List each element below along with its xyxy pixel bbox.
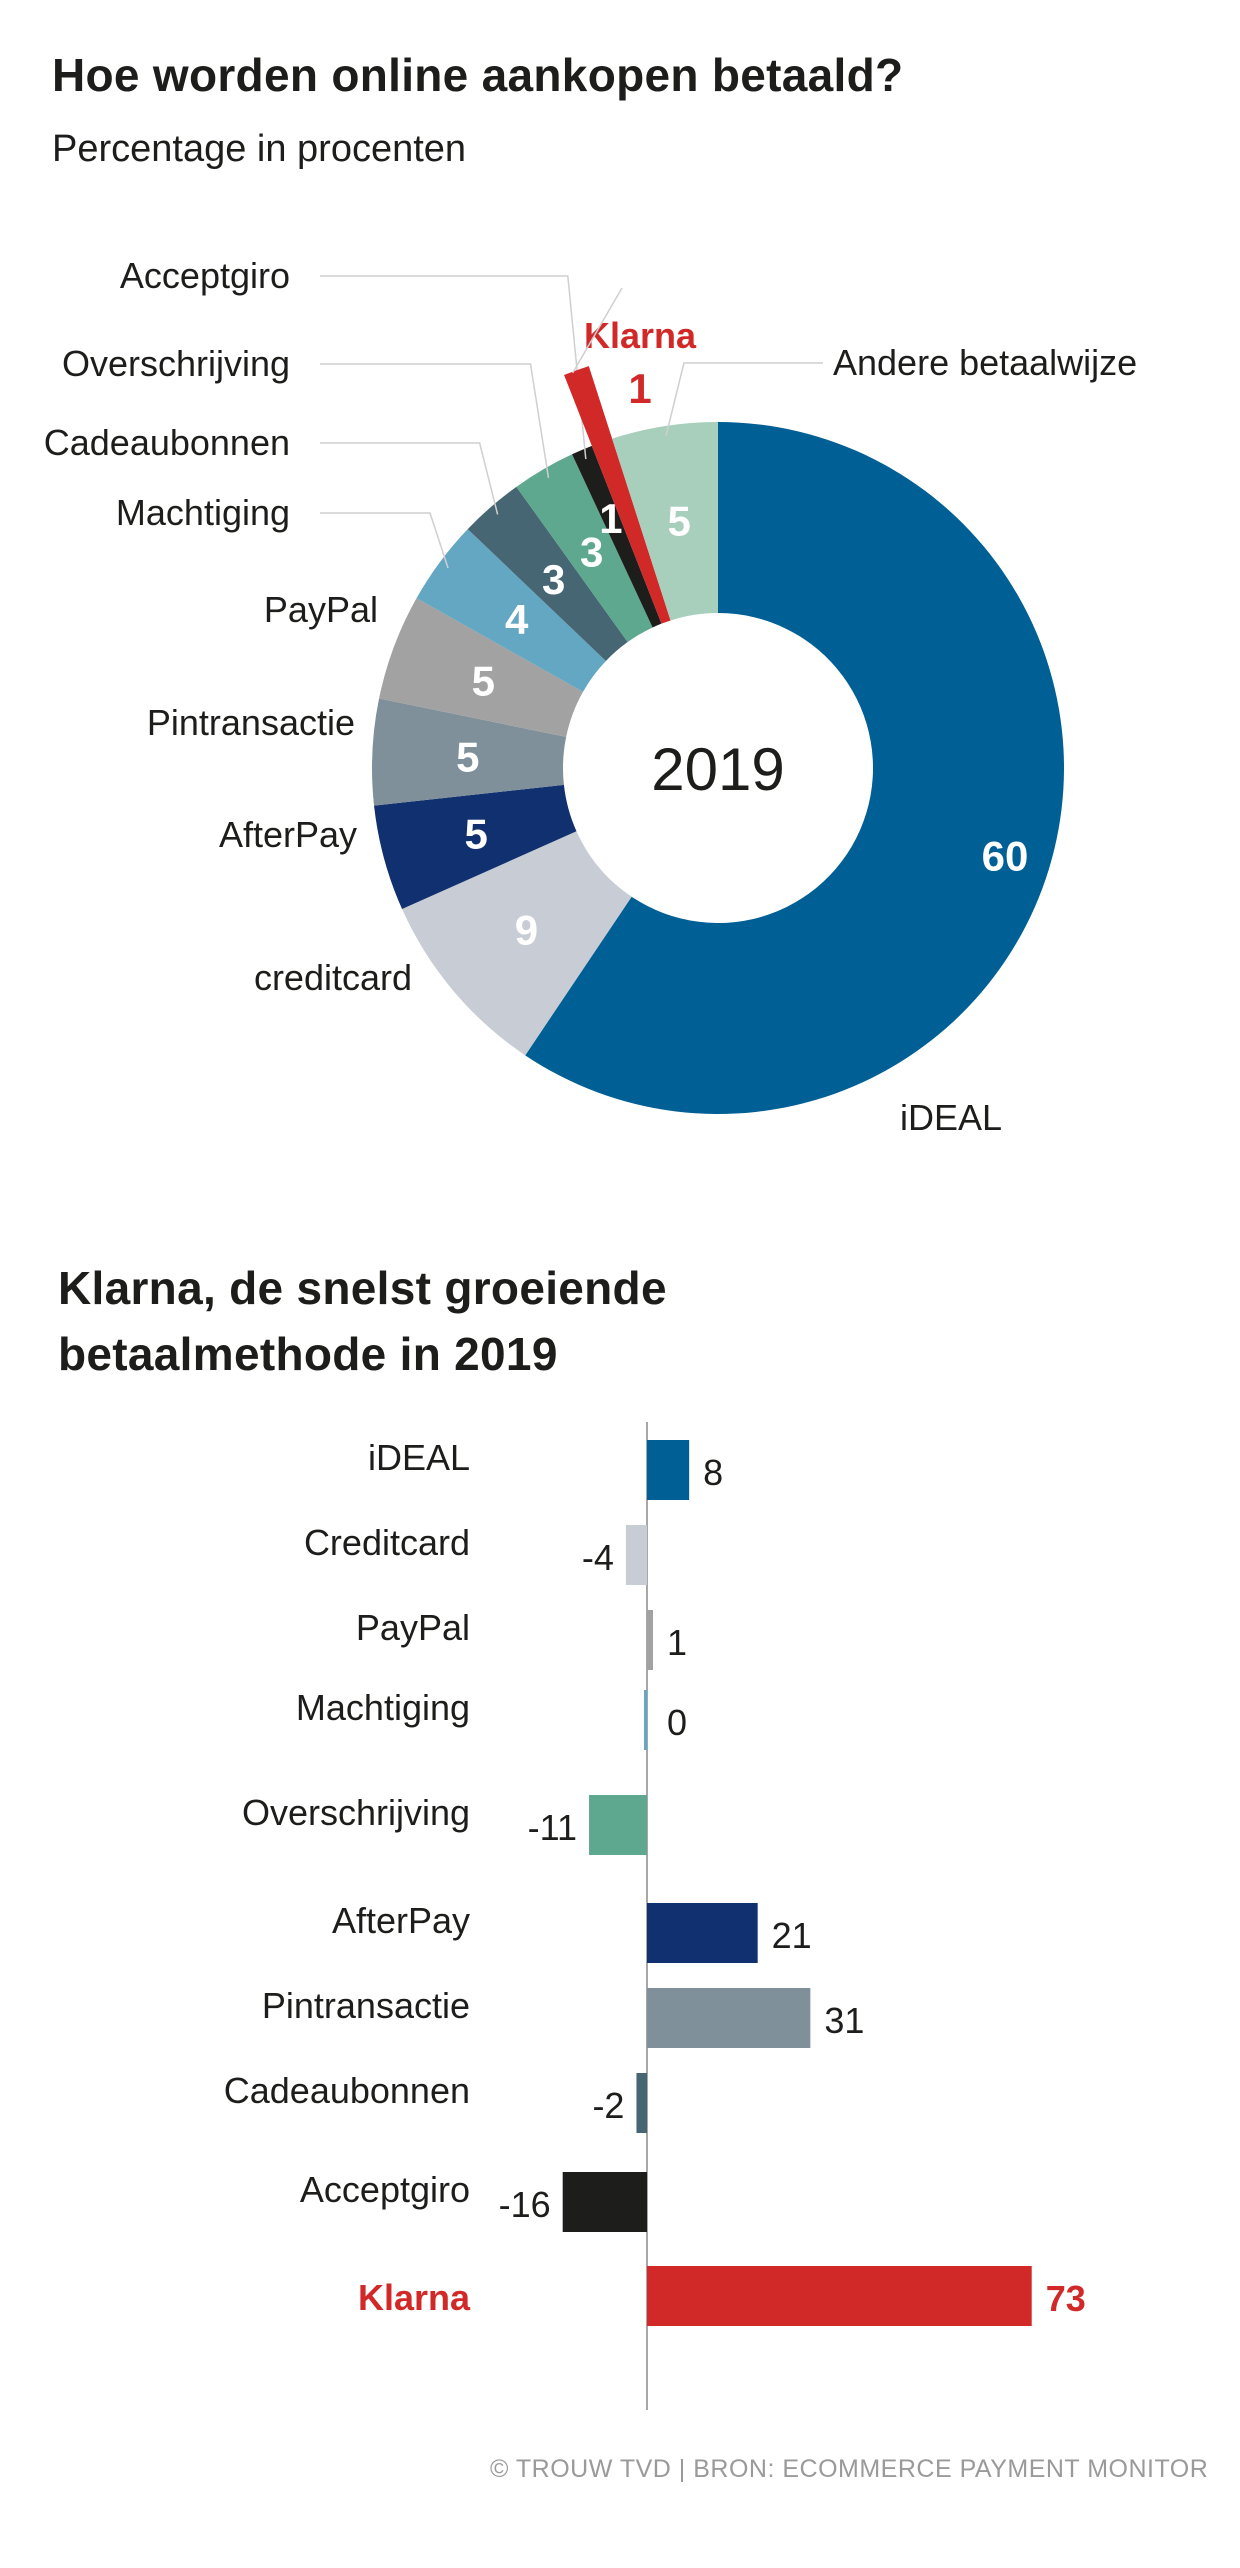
bar-category-label: Creditcard (304, 1522, 470, 1563)
donut-center-label: 2019 (651, 736, 784, 803)
bar-category-label: Machtiging (296, 1687, 470, 1728)
bar-value-label: 0 (667, 1702, 687, 1743)
donut-slice-shape (564, 366, 671, 624)
bar-value-label: 21 (772, 1915, 812, 1956)
donut-slice-shape (371, 698, 567, 806)
donut-category-label: Cadeaubonnen (44, 422, 290, 463)
donut-slice-shape (516, 454, 653, 643)
bar-chart-title: Klarna, de snelst groeiende betaalmethod… (58, 1255, 667, 1387)
donut-category-label: Acceptgiro (120, 255, 290, 296)
bar-value-label: 73 (1046, 2278, 1086, 2319)
bar (562, 2172, 647, 2232)
bar-value-label: 8 (703, 1452, 723, 1493)
bar-chart-title-line2: betaalmethode in 2019 (58, 1328, 558, 1380)
donut-slice-ideal: 60 iDEAL (525, 422, 1065, 1138)
donut-slice-shape (374, 784, 577, 910)
bar-category-label: AfterPay (332, 1900, 470, 1941)
leader-line (320, 442, 499, 515)
bar-category-label: Acceptgiro (300, 2169, 470, 2210)
donut-chart-title: Hoe worden online aankopen betaald? (52, 49, 904, 101)
donut-slice-shape (525, 422, 1065, 1115)
bar-row-cadeaubonnen: Cadeaubonnen -2 (224, 2070, 647, 2133)
donut-category-label: PayPal (264, 589, 378, 630)
donut-value-label: 5 (456, 733, 479, 780)
donut-value-label: 5 (472, 657, 495, 704)
leader-line (572, 287, 623, 374)
bar-value-label: 31 (824, 2000, 864, 2041)
bar-category-label: Cadeaubonnen (224, 2070, 470, 2111)
bar-value-label: 1 (667, 1622, 687, 1663)
bar-row-paypal: PayPal 1 (356, 1607, 687, 1670)
bar (647, 1440, 690, 1500)
donut-slice-overschrijving: 3 Overschrijving (62, 343, 653, 643)
donut-slice-afterpay: 5 AfterPay (219, 784, 577, 910)
donut-slice-machtiging: 4 Machtiging (116, 492, 606, 692)
donut-slice-shape (572, 445, 662, 628)
donut-category-label: Andere betaalwijze (833, 342, 1137, 383)
bar-row-acceptgiro: Acceptgiro -16 (300, 2169, 647, 2232)
donut-value-label: 9 (515, 906, 538, 953)
leader-line (320, 512, 449, 569)
leader-line (320, 275, 587, 460)
donut-slice-shape (612, 422, 718, 621)
bar-category-label: Overschrijving (242, 1792, 470, 1833)
bar-row-ideal: iDEAL 8 (368, 1437, 723, 1500)
bar (647, 1903, 758, 1963)
bar-value-label: -11 (528, 1807, 577, 1848)
bar-value-label: -2 (592, 2085, 624, 2126)
donut-slice-creditcard: 9 creditcard (254, 831, 632, 1056)
donut-category-label: Machtiging (116, 492, 290, 533)
donut-slice-acceptgiro: 1 Acceptgiro (120, 255, 662, 628)
bar-chart: iDEAL 8 Creditcard -4 PayPal 1 Machtiging 0 Over… (224, 1422, 1086, 2410)
bar (647, 2266, 1032, 2326)
donut-slice-andere-betaalwijze: 5 Andere betaalwijze (612, 342, 1137, 621)
source-credit: © TROUW TVD | BRON: ECOMMERCE PAYMENT MO… (490, 2455, 1209, 2483)
donut-value-label: 3 (580, 529, 603, 576)
donut-value-label: 60 (982, 832, 1029, 879)
bar (647, 1610, 653, 1670)
donut-category-label: AfterPay (219, 814, 357, 855)
bar (636, 2073, 647, 2133)
bar-row-creditcard: Creditcard -4 (304, 1522, 647, 1585)
bar-row-pintransactie: Pintransactie 31 (262, 1985, 864, 2048)
donut-slice-shape (402, 831, 632, 1056)
donut-value-label: 4 (505, 596, 529, 643)
donut-slice-shape (379, 598, 583, 737)
donut-category-label: Pintransactie (147, 702, 355, 743)
donut-category-label: Klarna (584, 315, 697, 356)
donut-value-label: 5 (668, 498, 691, 545)
donut-slice-cadeaubonnen: 3 Cadeaubonnen (44, 422, 628, 661)
bar (589, 1795, 647, 1855)
bar (647, 1988, 811, 2048)
donut-slice-paypal: 5 PayPal (264, 589, 583, 737)
bar-row-machtiging: Machtiging 0 (296, 1687, 687, 1750)
bar-value-label: -4 (582, 1537, 614, 1578)
donut-slice-klarna: 1 Klarna (564, 287, 697, 624)
bar (625, 1525, 647, 1585)
bar-category-label: iDEAL (368, 1437, 470, 1478)
bar-category-label: Pintransactie (262, 1985, 470, 2026)
donut-chart: 60 iDEAL 9 creditcard 5 AfterPay 5 Pintransacti… (44, 255, 1137, 1138)
bar-row-klarna: Klarna 73 (358, 2266, 1086, 2326)
donut-slice-shape (467, 486, 628, 661)
bar-row-overschrijving: Overschrijving -11 (242, 1792, 647, 1855)
donut-category-label: iDEAL (900, 1097, 1002, 1138)
bar-value-label: -16 (499, 2184, 551, 2225)
donut-slice-shape (416, 529, 606, 692)
bar-category-label: Klarna (358, 2277, 471, 2318)
bar-chart-title-line1: Klarna, de snelst groeiende (58, 1262, 667, 1314)
donut-value-label: 5 (465, 810, 488, 857)
donut-chart-subtitle: Percentage in procenten (52, 128, 467, 170)
donut-slice-pintransactie: 5 Pintransactie (147, 698, 567, 806)
donut-value-label: 1 (628, 365, 651, 412)
bar-category-label: PayPal (356, 1607, 470, 1648)
donut-category-label: Overschrijving (62, 343, 290, 384)
donut-value-label: 3 (542, 556, 565, 603)
leader-line (320, 363, 550, 479)
bar (644, 1690, 647, 1750)
bar-row-afterpay: AfterPay 21 (332, 1900, 812, 1963)
donut-category-label: creditcard (254, 957, 412, 998)
leader-line (665, 362, 823, 437)
